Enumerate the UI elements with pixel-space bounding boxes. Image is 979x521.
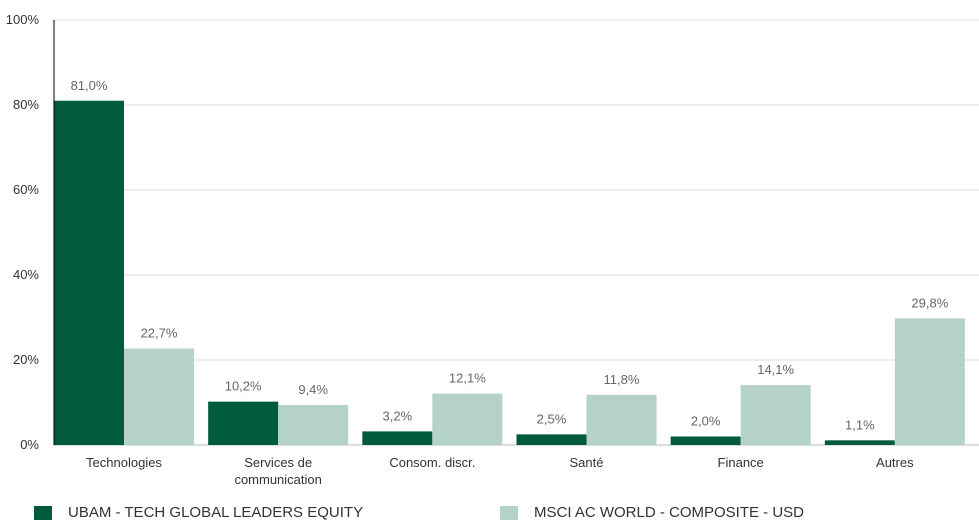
y-tick-label: 60%: [13, 182, 39, 197]
y-axis-tick-labels: 0% 20% 40% 60% 80% 100%: [6, 12, 40, 452]
data-label: 14,1%: [757, 362, 794, 377]
bar-msci: [586, 394, 657, 445]
data-label: 10,2%: [225, 379, 262, 394]
x-tick-label: Consom. discr.: [389, 455, 475, 470]
data-label: 9,4%: [298, 382, 328, 397]
x-tick-label: Autres: [876, 455, 914, 470]
x-tick-label: Finance: [718, 455, 764, 470]
data-label: 12,1%: [449, 371, 486, 386]
data-label: 29,8%: [911, 295, 948, 310]
data-label: 1,1%: [845, 417, 875, 432]
y-tick-label: 20%: [13, 352, 39, 367]
data-label: 22,7%: [141, 326, 178, 341]
legend-item-msci: MSCI AC WORLD - COMPOSITE - USD: [500, 504, 804, 521]
legend-label-ubam: UBAM - TECH GLOBAL LEADERS EQUITY: [68, 504, 364, 521]
x-tick-label: Santé: [570, 455, 604, 470]
y-tick-label: 100%: [6, 12, 40, 27]
data-label: 81,0%: [71, 78, 108, 93]
y-tick-label: 0%: [20, 437, 39, 452]
x-tick-label: Services de communication: [234, 455, 321, 487]
bar-chart: 0% 20% 40% 60% 80% 100% 81,0% 22,7% 10,2% 9,4% 3,…: [6, 12, 979, 487]
bar-msci: [278, 405, 349, 445]
data-label: 2,0%: [691, 414, 721, 429]
legend-swatch-ubam: [34, 505, 52, 520]
legend-label-msci: MSCI AC WORLD - COMPOSITE - USD: [534, 504, 805, 521]
bar-ubam: [516, 434, 587, 445]
x-axis-tick-labels: Technologies Services de communication Cons…: [86, 455, 914, 487]
bar-ubam: [670, 436, 741, 445]
bars: [54, 100, 965, 445]
bar-ubam: [824, 440, 895, 445]
bar-msci: [124, 348, 194, 445]
legend: UBAM - TECH GLOBAL LEADERS EQUITY MSCI A…: [0, 500, 979, 521]
x-tick-label: Technologies: [86, 455, 162, 470]
data-label: 2,5%: [537, 411, 567, 426]
data-labels: 81,0% 22,7% 10,2% 9,4% 3,2% 12,1% 2,5% 11,8% 2,0…: [71, 78, 949, 433]
bar-ubam: [54, 100, 124, 445]
bar-msci: [740, 385, 811, 445]
bar-ubam: [362, 431, 433, 445]
y-tick-label: 40%: [13, 267, 39, 282]
bar-msci: [894, 318, 965, 445]
bar-ubam: [208, 401, 279, 445]
legend-swatch-msci: [500, 505, 518, 520]
y-tick-label: 80%: [13, 97, 39, 112]
data-label: 11,8%: [604, 372, 640, 387]
legend-item-ubam: UBAM - TECH GLOBAL LEADERS EQUITY: [34, 504, 363, 521]
bar-msci: [432, 393, 503, 445]
data-label: 3,2%: [383, 408, 413, 423]
